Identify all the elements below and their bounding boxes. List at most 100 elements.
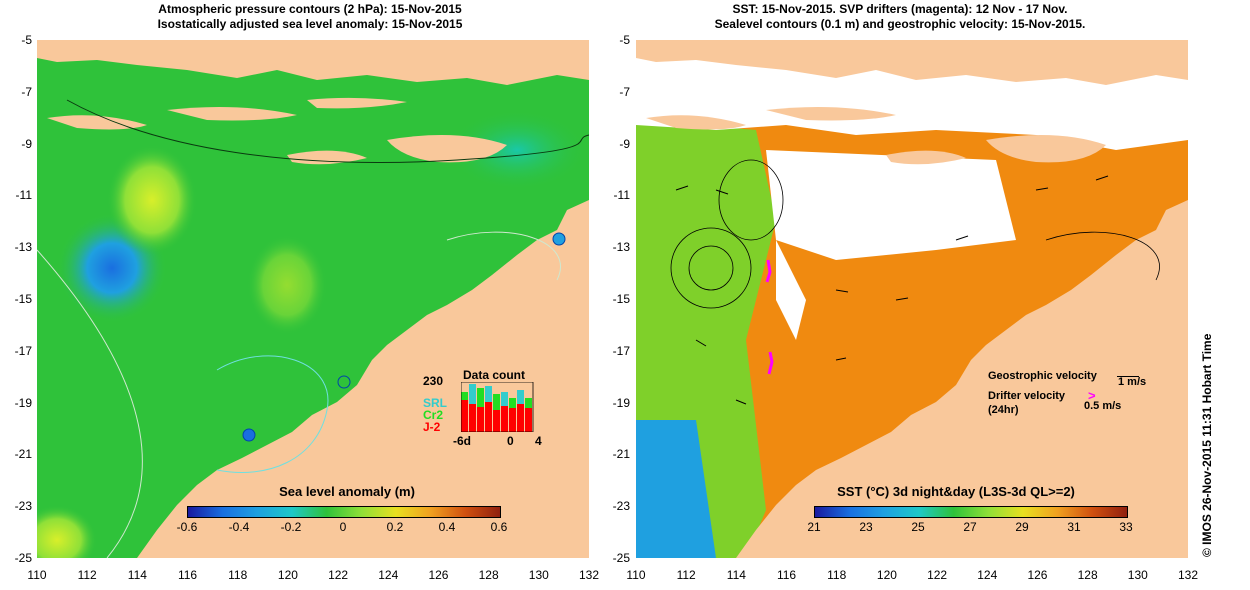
left-longitude-ticks: 110 112 114 116 118 120 122 124 126 128 130 132 bbox=[27, 568, 599, 584]
tick-label: 114 bbox=[726, 568, 746, 582]
sumbawa-island bbox=[646, 115, 746, 130]
tick-label: -21 bbox=[612, 447, 630, 462]
tick-label: 126 bbox=[428, 568, 449, 582]
cloud-cover-central bbox=[766, 150, 1016, 260]
tick-label: 126 bbox=[1027, 568, 1048, 582]
left-title-line2: Isostatically adjusted sea level anomaly… bbox=[157, 17, 463, 31]
data-count-x-label-end: 4 bbox=[535, 434, 542, 448]
tick-label: 122 bbox=[927, 568, 948, 582]
tick-label: 124 bbox=[378, 568, 399, 582]
tick-label: 21 bbox=[807, 520, 821, 534]
pressure-contour bbox=[446, 231, 561, 281]
tick-label: 112 bbox=[676, 568, 696, 582]
tick-label: 124 bbox=[977, 568, 998, 582]
imos-timestamp-caption: © IMOS 26-Nov-2015 11:31 Hobart Time bbox=[1200, 333, 1214, 557]
tick-label: -7 bbox=[21, 84, 32, 99]
data-count-x-label-zero: 0 bbox=[507, 434, 514, 448]
tick-label: -17 bbox=[14, 343, 32, 358]
tide-gauge-marker bbox=[337, 375, 351, 389]
satellite-label-cr2: Cr2 bbox=[423, 408, 444, 422]
flores-island bbox=[167, 106, 297, 121]
alor-island bbox=[307, 97, 407, 109]
tick-label: 0 bbox=[339, 520, 347, 534]
tick-label: 112 bbox=[77, 568, 97, 582]
tick-label: -13 bbox=[14, 240, 32, 255]
tick-label: -9 bbox=[619, 136, 630, 151]
sumba-island bbox=[287, 150, 367, 165]
java-land bbox=[636, 40, 1188, 85]
right-panel-title: SST: 15-Nov-2015. SVP drifters (magenta)… bbox=[620, 2, 1180, 32]
tick-label: -7 bbox=[619, 84, 630, 99]
tick-label: -9 bbox=[21, 136, 32, 151]
java-land bbox=[37, 40, 589, 85]
timor-island bbox=[986, 135, 1106, 163]
tick-label: 23 bbox=[859, 520, 873, 534]
tick-label: 25 bbox=[911, 520, 925, 534]
tick-label: 27 bbox=[963, 520, 977, 534]
sst-colorbar-title: SST (°C) 3d night&day (L3S-3d QL>=2) bbox=[837, 484, 1075, 499]
tick-label: 116 bbox=[177, 568, 198, 582]
tick-label: -15 bbox=[14, 292, 32, 306]
tick-label: -5 bbox=[21, 33, 32, 47]
tick-label: 0.2 bbox=[386, 520, 404, 534]
data-count-bars bbox=[461, 382, 534, 432]
satellite-label-srl: SRL bbox=[423, 396, 447, 410]
sea-level-colorbar-title: Sea level anomaly (m) bbox=[279, 484, 415, 499]
data-count-inset: Data count 230 SRL Cr2 J-2 -6d 0 4 bbox=[419, 368, 549, 448]
satellite-label-j2: J-2 bbox=[423, 420, 441, 434]
sst-colorbar-ticks: 21 23 25 27 29 31 33 bbox=[807, 520, 1132, 534]
drifter-velocity-sub: (24hr) bbox=[988, 404, 1019, 416]
sea-level-colorbar-ticks: -0.6 -0.4 -0.2 0 0.2 0.4 0.6 bbox=[177, 520, 508, 534]
tick-label: 31 bbox=[1067, 520, 1081, 534]
left-panel-title: Atmospheric pressure contours (2 hPa): 1… bbox=[110, 2, 510, 32]
tick-label: -5 bbox=[619, 33, 630, 47]
tick-label: -11 bbox=[15, 188, 32, 203]
cloud-cover-strip bbox=[776, 240, 806, 340]
tick-label: -13 bbox=[612, 240, 630, 255]
cold-sst-southwest bbox=[636, 420, 716, 558]
data-count-title: Data count bbox=[463, 368, 526, 382]
tick-label: 128 bbox=[478, 568, 499, 582]
tick-label: 118 bbox=[827, 568, 847, 582]
tick-label: 118 bbox=[228, 568, 248, 582]
tick-label: 33 bbox=[1119, 520, 1133, 534]
sumbawa-island bbox=[47, 115, 147, 130]
data-count-ymax: 230 bbox=[423, 374, 444, 388]
tick-label: 130 bbox=[1127, 568, 1148, 582]
tick-label: -23 bbox=[612, 499, 630, 514]
drifter-track bbox=[765, 259, 772, 283]
flores-island bbox=[766, 106, 896, 121]
sst-map: Geostrophic velocity 1 m/s Drifter veloc… bbox=[636, 40, 1188, 558]
tick-label: -25 bbox=[612, 551, 630, 565]
tick-label: -0.6 bbox=[176, 520, 198, 534]
sst-svg bbox=[636, 40, 1188, 558]
high-anomaly-southwest bbox=[37, 505, 97, 558]
tick-label: 110 bbox=[27, 568, 47, 582]
tide-gauge-marker bbox=[552, 232, 566, 246]
data-count-x-label-start: -6d bbox=[453, 434, 471, 448]
tick-label: 120 bbox=[277, 568, 298, 582]
geostrophic-velocity-label: Geostrophic velocity bbox=[988, 370, 1097, 382]
tick-label: 114 bbox=[127, 568, 147, 582]
geostrophic-velocity-arrows bbox=[675, 175, 1109, 405]
tick-label: -0.4 bbox=[228, 520, 250, 534]
tick-label: -23 bbox=[14, 499, 32, 514]
left-title-line1: Atmospheric pressure contours (2 hPa): 1… bbox=[158, 2, 462, 16]
tick-label: -19 bbox=[612, 395, 630, 410]
sst-colorbar bbox=[814, 506, 1128, 518]
tick-label: 116 bbox=[776, 568, 797, 582]
tick-label: 122 bbox=[328, 568, 349, 582]
eddy-contour bbox=[670, 227, 752, 309]
pressure-contour bbox=[216, 355, 329, 473]
tick-label: 130 bbox=[528, 568, 549, 582]
tick-label: -25 bbox=[14, 551, 32, 565]
sea-level-anomaly-map: Data count 230 SRL Cr2 J-2 -6d 0 4 Sea l… bbox=[37, 40, 589, 558]
teal-patch bbox=[447, 110, 587, 190]
tick-label: -11 bbox=[613, 188, 630, 203]
sea-level-anomaly-svg bbox=[37, 40, 589, 558]
eddy-contour bbox=[1045, 231, 1160, 281]
geostrophic-velocity-scale: 1 m/s bbox=[1118, 376, 1147, 388]
tick-label: -0.2 bbox=[280, 520, 302, 534]
eddy-contour bbox=[718, 159, 784, 241]
sea-level-colorbar bbox=[187, 506, 501, 518]
